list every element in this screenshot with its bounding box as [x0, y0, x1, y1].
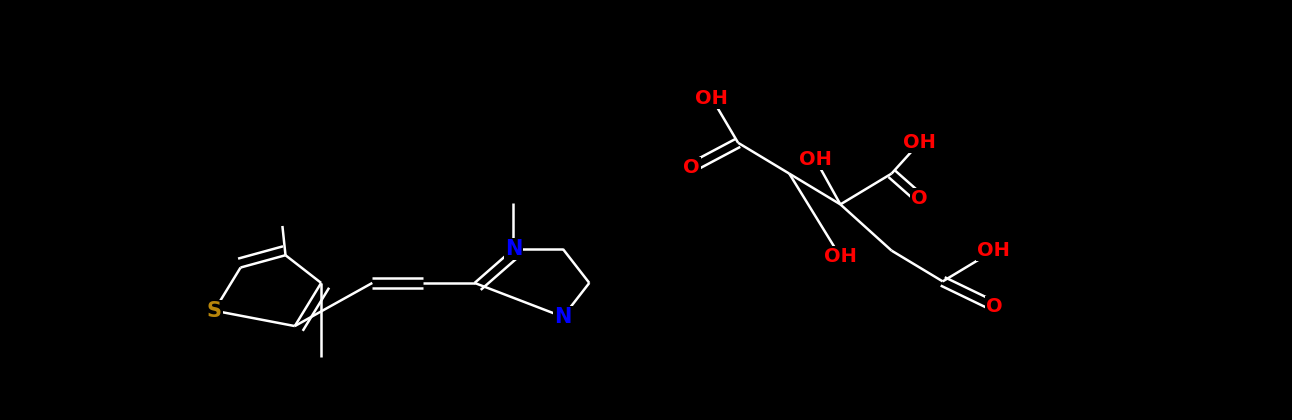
Text: S: S	[207, 301, 222, 320]
Text: OH: OH	[824, 247, 857, 266]
Text: N: N	[505, 239, 522, 259]
Text: O: O	[911, 189, 928, 208]
Text: N: N	[554, 307, 571, 327]
Text: OH: OH	[978, 241, 1010, 260]
Text: O: O	[986, 297, 1003, 315]
Text: OH: OH	[800, 150, 832, 169]
Text: OH: OH	[695, 89, 729, 108]
Text: OH: OH	[903, 133, 935, 152]
Text: O: O	[683, 158, 700, 177]
